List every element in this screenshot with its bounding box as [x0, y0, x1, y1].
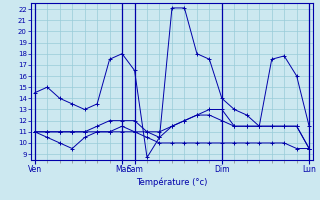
X-axis label: Température (°c): Température (°c)	[136, 177, 208, 187]
